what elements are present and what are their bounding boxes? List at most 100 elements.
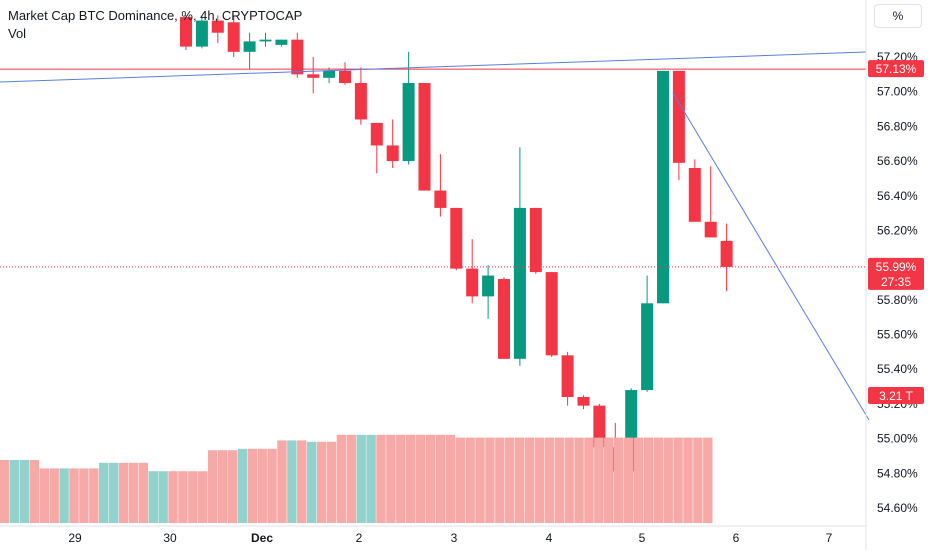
volume-bar: [406, 434, 416, 523]
volume-bar: [356, 434, 366, 523]
candle-body: [402, 83, 415, 162]
volume-bar: [445, 434, 456, 523]
volume-bar: [633, 437, 644, 523]
volume-bar: [366, 434, 376, 523]
volume-bar: [346, 434, 356, 523]
current-price-label: 55.99%: [876, 260, 917, 274]
volume-bar: [247, 448, 257, 523]
volume-bar: [79, 468, 89, 523]
volume-bar: [613, 437, 624, 523]
candle-body: [593, 405, 606, 448]
candle-body: [291, 39, 304, 75]
volume-bar: [306, 441, 317, 523]
y-tick-label: 57.00%: [877, 85, 918, 99]
y-tick-label: 56.80%: [877, 119, 918, 133]
candle-body: [211, 20, 224, 33]
long-trendline: [0, 51, 867, 83]
volume-bar: [207, 450, 218, 523]
volume-bar: [217, 450, 228, 523]
volume-bar: [673, 437, 683, 523]
percent-scale-button[interactable]: %: [874, 4, 922, 28]
volume-bar: [435, 434, 446, 523]
candle-body: [259, 39, 272, 42]
volume-bar: [623, 437, 634, 523]
volume-bar: [336, 434, 347, 523]
volume-bar: [495, 437, 505, 523]
x-tick-label: Dec: [251, 531, 273, 545]
volume-bar: [703, 437, 713, 523]
x-tick-label: 2: [356, 531, 363, 545]
volume-bar: [29, 460, 40, 523]
x-tick-label: 4: [546, 531, 553, 545]
candle-body: [354, 83, 367, 120]
candle-body: [243, 41, 256, 52]
volume-bar: [415, 434, 426, 523]
x-tick-label: 6: [733, 531, 740, 545]
candle-body: [227, 22, 240, 52]
volume-bar: [475, 437, 485, 523]
y-tick-label: 56.20%: [877, 223, 918, 237]
candle-body: [307, 74, 320, 78]
resistance-tag-label: 57.13%: [876, 62, 917, 76]
volume-bar: [524, 437, 535, 523]
y-tick-label: 55.80%: [877, 293, 918, 307]
volume-bar: [574, 437, 584, 523]
volume-bar: [49, 468, 59, 523]
x-tick-label: 3: [451, 531, 458, 545]
volume-bar: [138, 462, 149, 523]
volume-bar: [554, 437, 564, 523]
volume-bar: [227, 450, 238, 523]
volume-bar: [544, 437, 555, 523]
volume-bar: [237, 448, 248, 523]
candle-body: [577, 396, 590, 406]
volume-bar: [39, 468, 50, 523]
current-price-tag: [868, 257, 924, 290]
candle-body: [545, 272, 558, 356]
volume-bar: [455, 437, 465, 523]
volume-bar: [267, 448, 277, 523]
y-tick-label: 55.40%: [877, 362, 918, 376]
volume-label: Vol: [8, 26, 27, 41]
volume-bar: [128, 462, 139, 523]
volume-bar: [178, 471, 188, 523]
volume-bar: [257, 448, 267, 523]
candle-body: [180, 17, 192, 47]
candle-body: [339, 70, 351, 84]
candle-body: [434, 190, 447, 208]
volume-bar: [643, 437, 654, 523]
y-tick-label: 54.60%: [877, 501, 918, 515]
candle-body: [657, 70, 669, 304]
downtrend-line: [672, 92, 870, 421]
candle-body: [513, 207, 526, 359]
candle-body: [704, 221, 717, 238]
bar-countdown-label: 27:35: [881, 275, 911, 289]
volume-bar: [376, 434, 386, 523]
volume-bar: [158, 471, 168, 523]
candle-body: [450, 207, 463, 269]
candle-body: [386, 145, 399, 162]
candle-body: [482, 275, 495, 297]
volume-bar: [514, 437, 525, 523]
volume-bar: [425, 434, 436, 523]
candle-body: [720, 240, 733, 267]
y-tick-label: 56.60%: [877, 154, 918, 168]
candle-body: [466, 268, 479, 297]
volume-bar: [693, 437, 703, 523]
candle-body: [529, 207, 542, 273]
volume-bar: [653, 437, 663, 523]
candle-body: [688, 168, 701, 222]
volume-bar: [9, 460, 20, 523]
volume-bar: [505, 437, 515, 523]
volume-bar: [386, 434, 396, 523]
volume-bar: [188, 471, 198, 523]
x-tick-label: 5: [639, 531, 646, 545]
volume-tag-label: 3.21 T: [879, 389, 913, 403]
volume-bar: [564, 437, 574, 523]
y-tick-label: 55.00%: [877, 432, 918, 446]
x-tick-label: 7: [826, 531, 833, 545]
candle-body: [418, 83, 431, 191]
volume-bar: [168, 471, 178, 523]
volume-bar: [465, 437, 475, 523]
